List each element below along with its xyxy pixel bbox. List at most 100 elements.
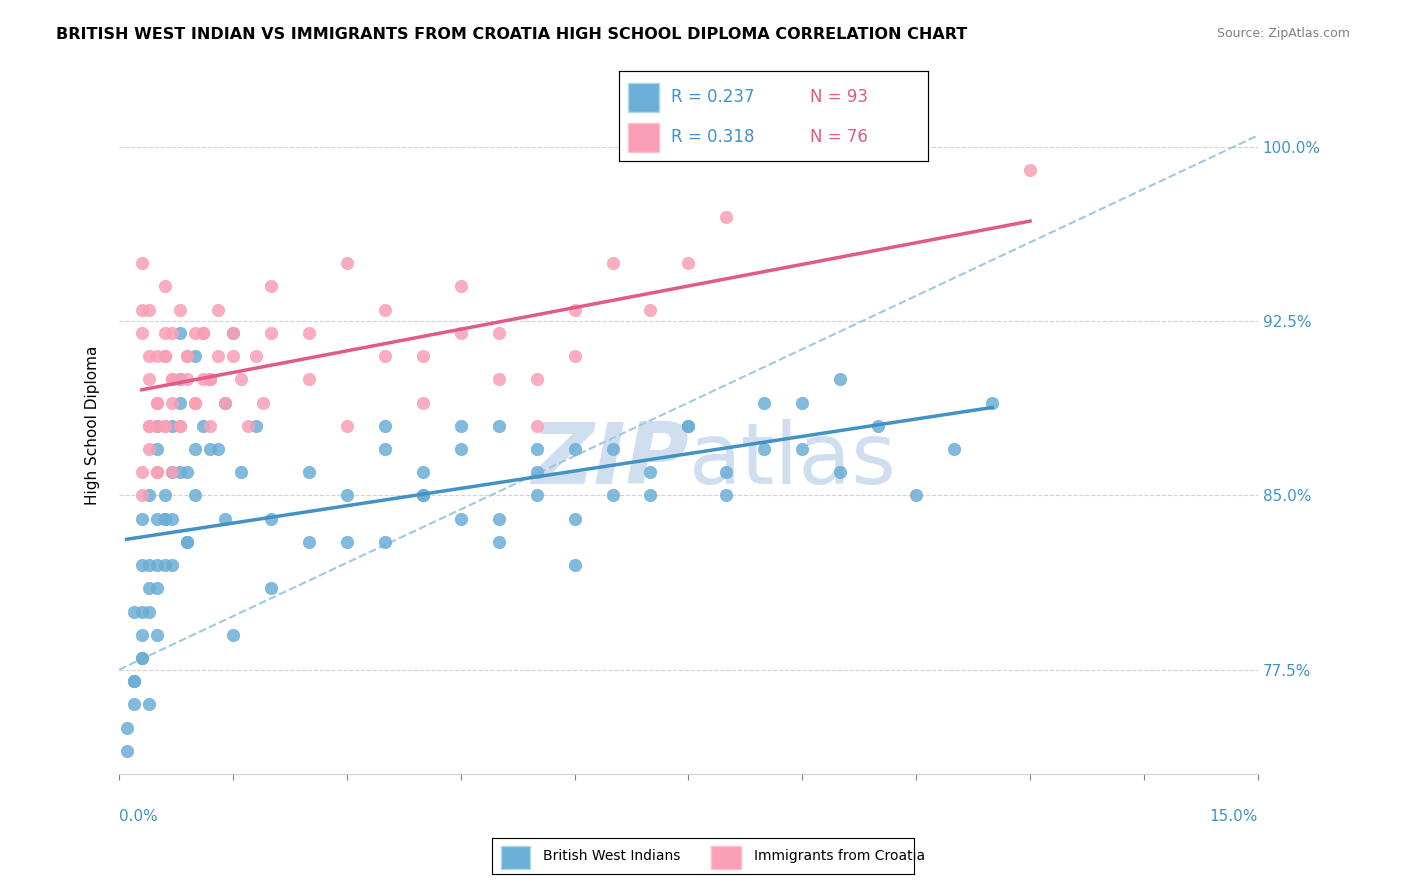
Point <box>138 698 160 712</box>
Point <box>374 302 396 317</box>
Point <box>229 372 252 386</box>
Text: 0.0%: 0.0% <box>120 809 157 824</box>
Point <box>184 349 207 363</box>
Point <box>153 511 176 525</box>
Point <box>260 326 283 340</box>
Point <box>754 442 776 456</box>
Point <box>184 395 207 409</box>
Point <box>169 395 191 409</box>
Point <box>222 628 245 642</box>
Point <box>564 442 586 456</box>
Point <box>336 418 359 433</box>
Point <box>176 535 198 549</box>
Point <box>153 326 176 340</box>
Point <box>160 465 183 479</box>
Point <box>138 372 160 386</box>
Point <box>160 326 183 340</box>
Point <box>336 256 359 270</box>
Point <box>716 465 738 479</box>
Point <box>160 465 183 479</box>
Point <box>184 395 207 409</box>
Point <box>131 326 153 340</box>
Point <box>131 628 153 642</box>
Point <box>678 418 700 433</box>
Point <box>198 372 221 386</box>
Point <box>198 418 221 433</box>
Point <box>336 535 359 549</box>
Point <box>122 674 145 689</box>
Point <box>245 418 267 433</box>
Point <box>146 418 169 433</box>
Point <box>207 302 229 317</box>
Point <box>191 326 214 340</box>
Point <box>146 558 169 573</box>
Text: BRITISH WEST INDIAN VS IMMIGRANTS FROM CROATIA HIGH SCHOOL DIPLOMA CORRELATION C: BRITISH WEST INDIAN VS IMMIGRANTS FROM C… <box>56 27 967 42</box>
Point <box>792 442 814 456</box>
Point <box>716 488 738 502</box>
Point <box>374 442 396 456</box>
Point <box>374 418 396 433</box>
Text: N = 76: N = 76 <box>810 128 869 146</box>
Point <box>830 465 852 479</box>
Point <box>526 442 548 456</box>
Point <box>336 488 359 502</box>
Text: R = 0.237: R = 0.237 <box>671 88 755 106</box>
Point <box>153 488 176 502</box>
Text: atlas: atlas <box>689 419 897 502</box>
Text: Immigrants from Croatia: Immigrants from Croatia <box>754 849 925 863</box>
Point <box>450 279 472 293</box>
Point <box>412 395 434 409</box>
Point <box>374 349 396 363</box>
Point <box>169 418 191 433</box>
Point <box>198 372 221 386</box>
Point <box>214 511 236 525</box>
Point <box>191 418 214 433</box>
Point <box>412 488 434 502</box>
Point <box>640 465 662 479</box>
Point <box>160 558 183 573</box>
Point <box>131 651 153 665</box>
Point <box>526 488 548 502</box>
Point <box>191 372 214 386</box>
Point <box>146 418 169 433</box>
Point <box>153 349 176 363</box>
Point <box>153 558 176 573</box>
Point <box>160 395 183 409</box>
Point <box>131 511 153 525</box>
Point <box>260 582 283 596</box>
Point <box>298 326 321 340</box>
Point <box>198 372 221 386</box>
Point <box>564 558 586 573</box>
Point <box>122 605 145 619</box>
Point <box>488 326 510 340</box>
Point <box>153 418 176 433</box>
Point <box>214 395 236 409</box>
Point <box>488 372 510 386</box>
Point <box>131 488 153 502</box>
Point <box>678 256 700 270</box>
Point <box>450 418 472 433</box>
Point <box>207 349 229 363</box>
Point <box>131 465 153 479</box>
Point <box>236 418 259 433</box>
Point <box>160 418 183 433</box>
Point <box>640 302 662 317</box>
Point <box>176 349 198 363</box>
Point <box>138 582 160 596</box>
Point <box>146 395 169 409</box>
Text: British West Indians: British West Indians <box>543 849 681 863</box>
Point <box>122 698 145 712</box>
Point <box>298 535 321 549</box>
Point <box>131 256 153 270</box>
Point <box>222 349 245 363</box>
Point <box>131 558 153 573</box>
Point <box>115 744 138 758</box>
Point <box>169 302 191 317</box>
Point <box>146 465 169 479</box>
Point <box>146 628 169 642</box>
Point <box>169 326 191 340</box>
Point <box>450 442 472 456</box>
Point <box>222 326 245 340</box>
Point <box>298 465 321 479</box>
Point <box>138 558 160 573</box>
